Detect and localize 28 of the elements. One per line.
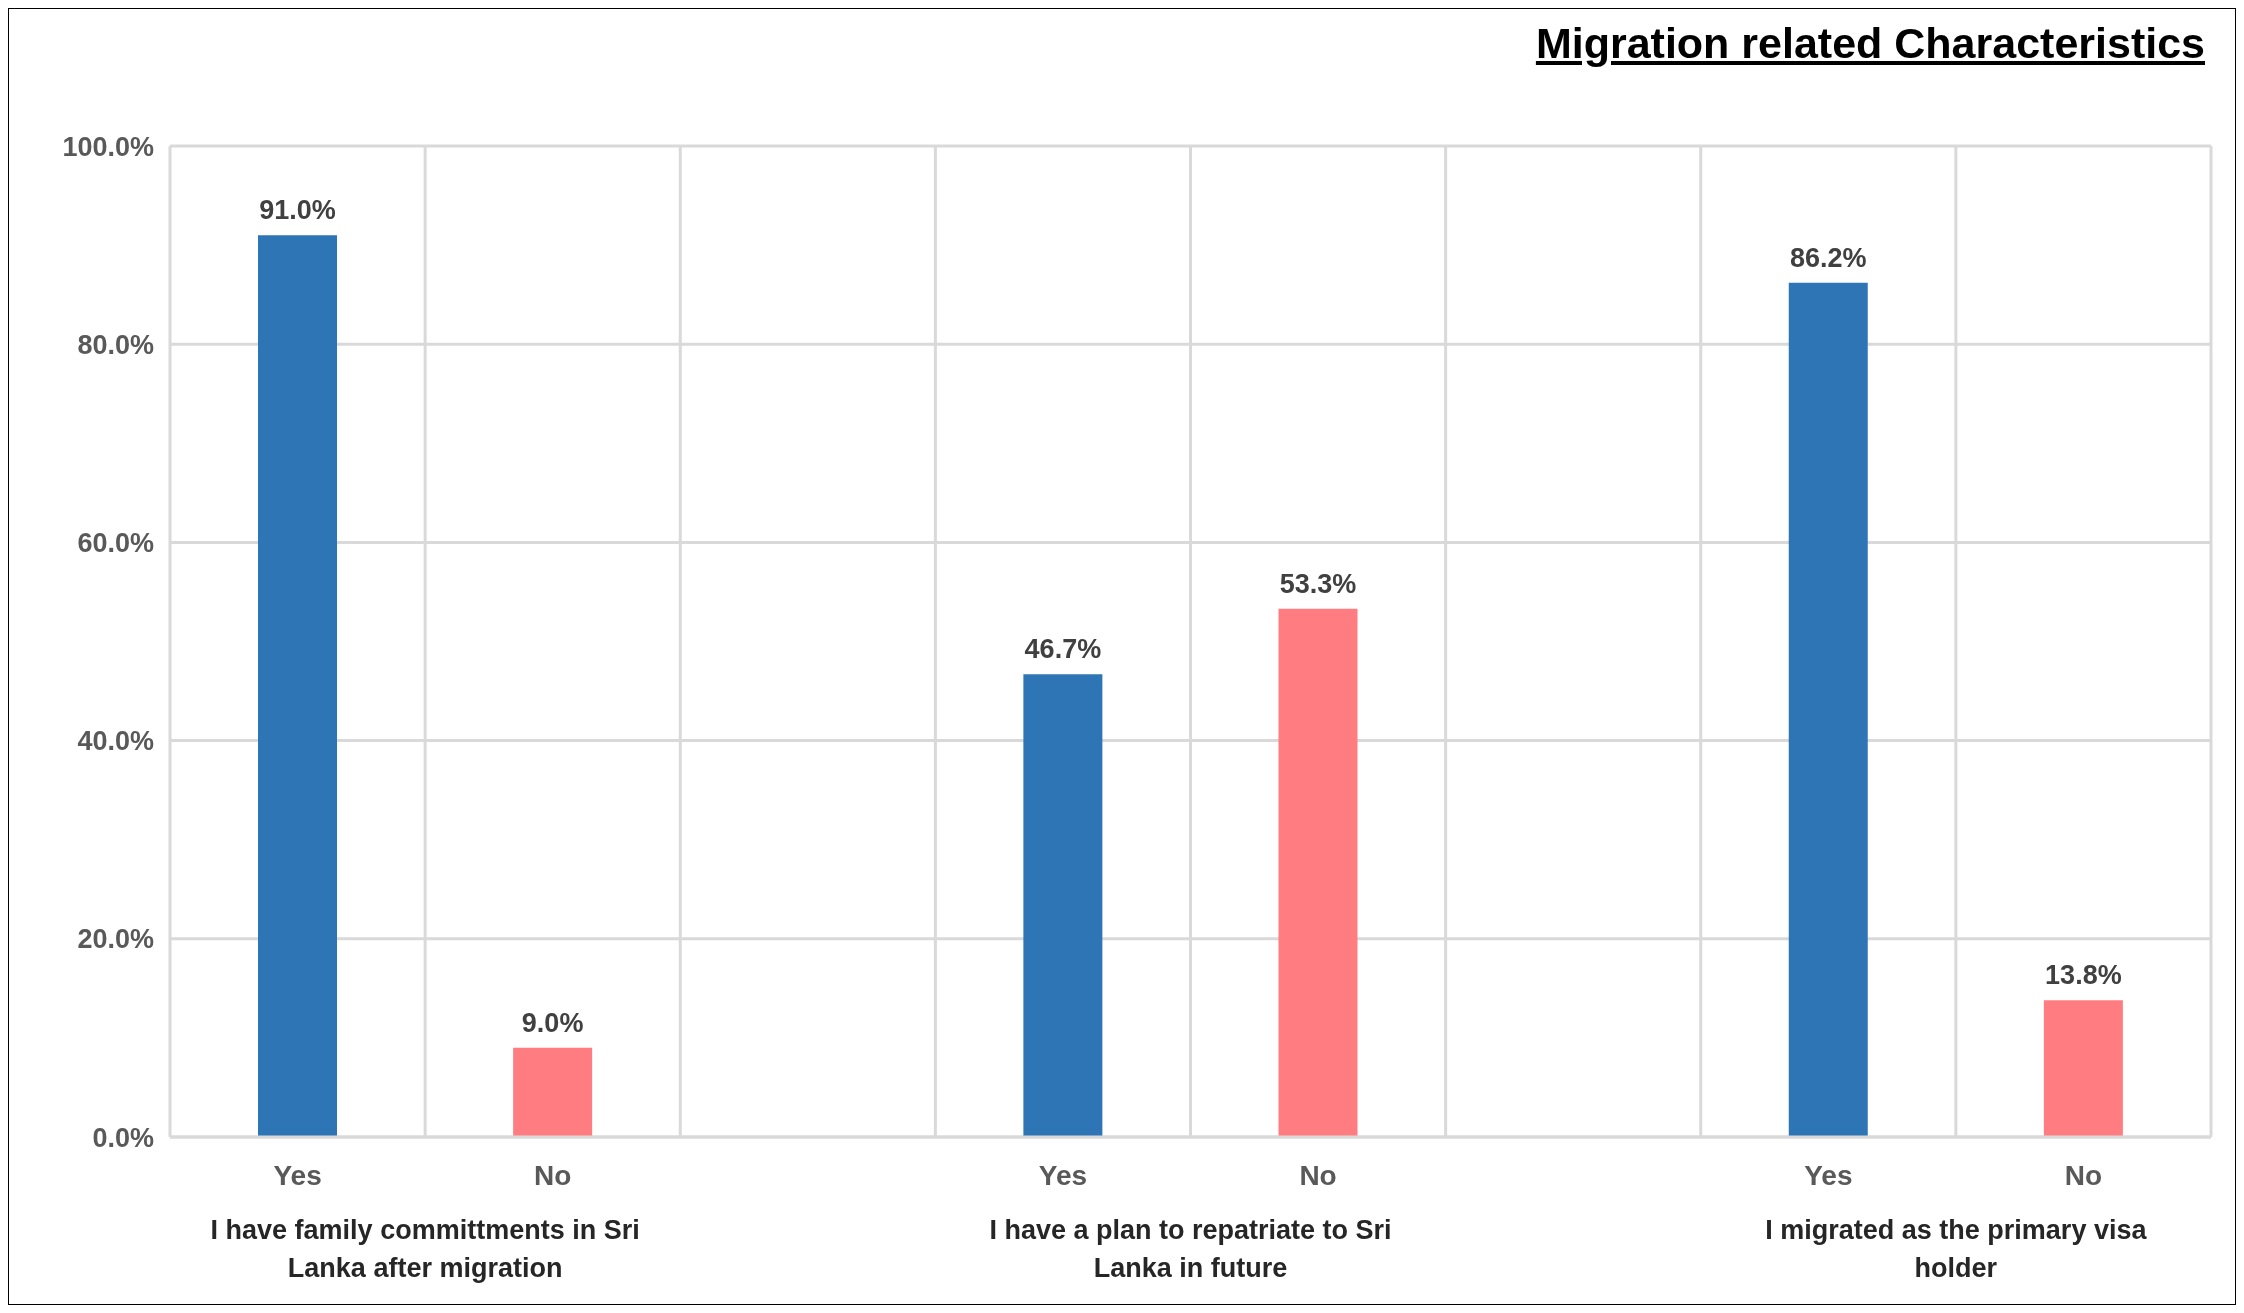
bar: [1788, 282, 1868, 1137]
bar: [1278, 608, 1358, 1137]
data-label: 86.2%: [1789, 242, 1867, 273]
group-label: I migrated as the primary visa holder: [1764, 1214, 2148, 1285]
y-tick-label: 100.0%: [62, 131, 154, 162]
bar: [513, 1047, 593, 1137]
x-tick-label: No: [2064, 1159, 2103, 1191]
y-tick-label: 20.0%: [77, 924, 154, 955]
data-label: 53.3%: [1279, 568, 1357, 599]
bar: [1023, 674, 1103, 1137]
y-tick-label: 60.0%: [77, 527, 154, 558]
x-tick-label: Yes: [1038, 1159, 1088, 1191]
data-label: 46.7%: [1024, 634, 1102, 665]
x-tick-label: Yes: [1804, 1159, 1853, 1191]
bar: [258, 235, 337, 1137]
x-tick-label: No: [534, 1159, 572, 1191]
y-tick-label: 80.0%: [77, 329, 154, 360]
data-label: 13.8%: [2045, 960, 2122, 991]
chart-title: Migration related Characteristics: [1535, 19, 2205, 68]
x-tick-label: Yes: [273, 1159, 322, 1191]
group-label: I have a plan to repatriate to Sri Lanka in future: [988, 1214, 1393, 1285]
x-tick-label: No: [1299, 1159, 1337, 1191]
y-tick-label: 0.0%: [92, 1122, 154, 1153]
data-label: 91.0%: [259, 195, 336, 226]
bar: [2043, 1000, 2123, 1137]
y-tick-label: 40.0%: [77, 726, 154, 757]
data-label: 9.0%: [521, 1007, 584, 1038]
group-label: I have family committments in Sri Lanka after migration: [209, 1214, 641, 1285]
